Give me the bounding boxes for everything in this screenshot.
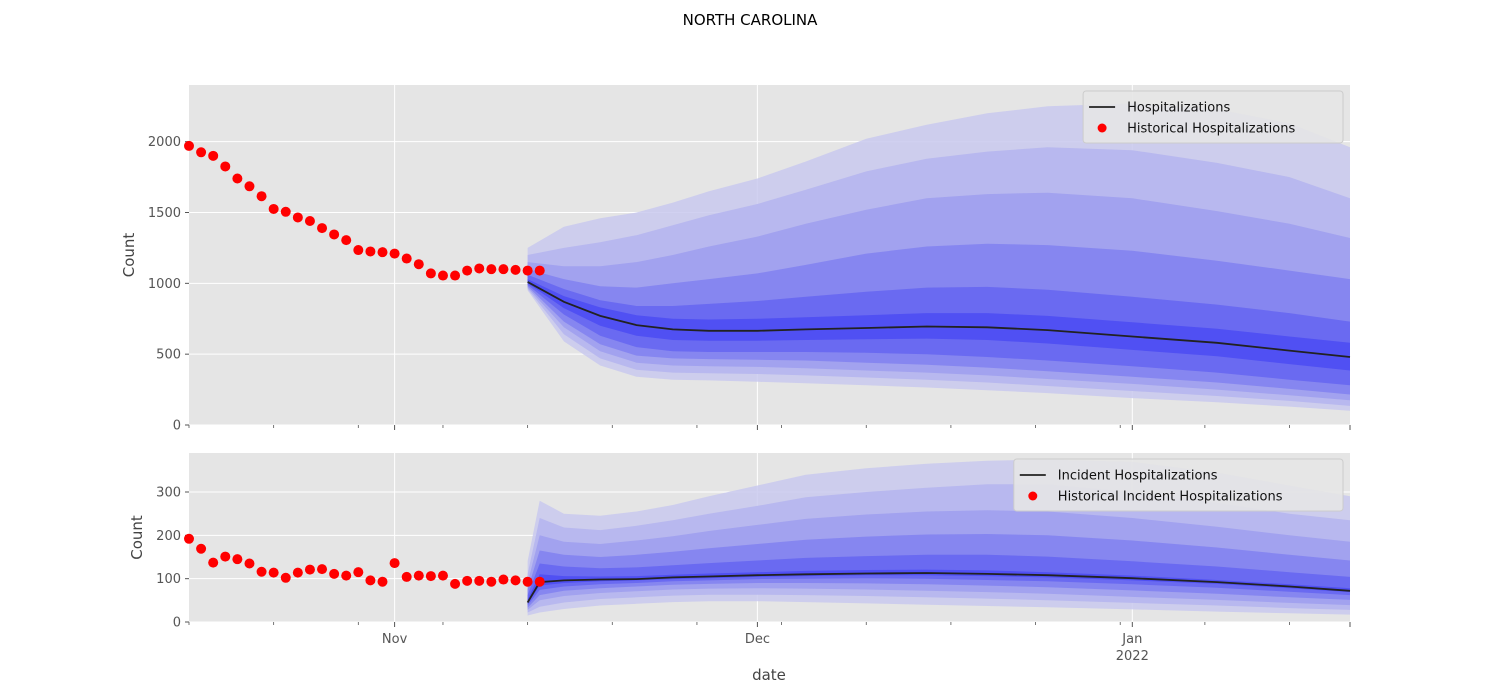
legend: Incident Hospitalizations Historical Inci… xyxy=(1013,458,1344,512)
historical-point xyxy=(510,264,521,275)
historical-point xyxy=(292,212,303,223)
forecast-band-5 xyxy=(527,554,1350,606)
historical-point xyxy=(462,575,473,586)
historical-point xyxy=(437,570,448,581)
y-axis-label: Count xyxy=(120,233,138,278)
x-tick-sublabel: 2022 xyxy=(1116,649,1149,664)
y-tick-label: 1500 xyxy=(148,206,181,221)
historical-point xyxy=(317,223,328,234)
historical-point xyxy=(353,567,364,578)
y-tick-label: 0 xyxy=(173,616,181,631)
legend-marker-swatch xyxy=(1097,123,1107,133)
x-tick-label: Jan xyxy=(1121,632,1142,647)
legend-label: Hospitalizations xyxy=(1127,101,1230,116)
median-forecast-line xyxy=(527,281,1351,358)
historical-point xyxy=(401,253,412,264)
median-forecast-line xyxy=(526,572,1351,603)
bottom-chart-panel: 0 100 200 300 Nov Dec Jan 2022 Count Incident Hos… xyxy=(128,453,1351,664)
historical-point xyxy=(329,568,340,579)
historical-point xyxy=(208,557,219,568)
historical-point xyxy=(280,206,291,217)
historical-point xyxy=(498,574,509,585)
historical-point xyxy=(196,543,207,554)
historical-point xyxy=(341,235,352,246)
historical-point xyxy=(462,265,473,276)
historical-point xyxy=(341,570,352,581)
historical-point xyxy=(256,566,267,577)
historical-point xyxy=(268,567,279,578)
historical-point xyxy=(244,558,255,569)
legend-box xyxy=(1082,90,1344,144)
historical-point xyxy=(196,147,207,158)
historical-point xyxy=(437,270,448,281)
historical-point xyxy=(184,533,194,544)
x-axis-label: date xyxy=(752,666,786,684)
y-tick-label: 500 xyxy=(156,348,181,363)
historical-point xyxy=(256,191,267,202)
legend-label: Historical Hospitalizations xyxy=(1127,122,1295,137)
historical-point xyxy=(365,575,376,586)
y-tick-label: 100 xyxy=(156,572,181,587)
historical-point xyxy=(474,263,485,274)
historical-point xyxy=(208,150,219,161)
top-chart-panel: 0 500 1000 1500 2000 Count Hospitalizations His… xyxy=(120,85,1351,434)
historical-point xyxy=(522,576,533,587)
historical-point xyxy=(268,203,279,214)
legend: Hospitalizations Historical Hospitalizati… xyxy=(1082,90,1344,144)
historical-point xyxy=(220,161,231,172)
x-tick-label: Nov xyxy=(382,632,408,647)
forecast-band-6 xyxy=(527,279,1350,371)
historical-point xyxy=(232,173,243,184)
figure-title: NORTH CAROLINA xyxy=(682,11,818,29)
historical-point xyxy=(474,575,485,586)
legend-label: Incident Hospitalizations xyxy=(1058,469,1218,484)
historical-point xyxy=(389,248,400,259)
historical-point xyxy=(304,216,315,226)
historical-point xyxy=(220,551,231,562)
historical-point xyxy=(353,245,364,256)
historical-point xyxy=(534,265,545,276)
historical-point xyxy=(450,578,461,589)
historical-point xyxy=(401,571,412,582)
historical-point xyxy=(486,264,497,275)
historical-point xyxy=(389,558,400,569)
historical-point xyxy=(534,576,545,587)
y-tick-label: 1000 xyxy=(148,277,181,292)
x-tick-label: Dec xyxy=(745,632,770,647)
historical-point xyxy=(232,554,243,565)
historical-point xyxy=(450,270,461,281)
historical-point xyxy=(365,246,376,257)
y-axis-label: Count xyxy=(128,515,146,560)
historical-point xyxy=(329,229,340,240)
historical-point xyxy=(486,576,497,587)
historical-point xyxy=(510,575,521,586)
historical-point xyxy=(292,567,303,578)
historical-point xyxy=(413,570,424,581)
legend-label: Historical Incident Hospitalizations xyxy=(1058,490,1283,505)
y-tick-label: 200 xyxy=(156,529,181,544)
historical-point xyxy=(425,268,436,279)
historical-point xyxy=(280,572,291,583)
y-tick-label: 2000 xyxy=(148,135,181,150)
legend-box xyxy=(1013,458,1344,512)
y-tick-label: 0 xyxy=(173,419,181,434)
historical-point xyxy=(244,181,255,192)
historical-point xyxy=(317,564,328,575)
legend-marker-swatch xyxy=(1028,491,1038,501)
historical-point xyxy=(377,576,388,587)
historical-point xyxy=(184,140,194,151)
historical-point xyxy=(304,564,315,575)
historical-point xyxy=(377,247,388,258)
historical-point xyxy=(413,259,424,270)
historical-point xyxy=(498,264,509,275)
y-tick-label: 300 xyxy=(156,486,181,501)
historical-point xyxy=(522,265,533,276)
historical-point xyxy=(425,571,436,582)
